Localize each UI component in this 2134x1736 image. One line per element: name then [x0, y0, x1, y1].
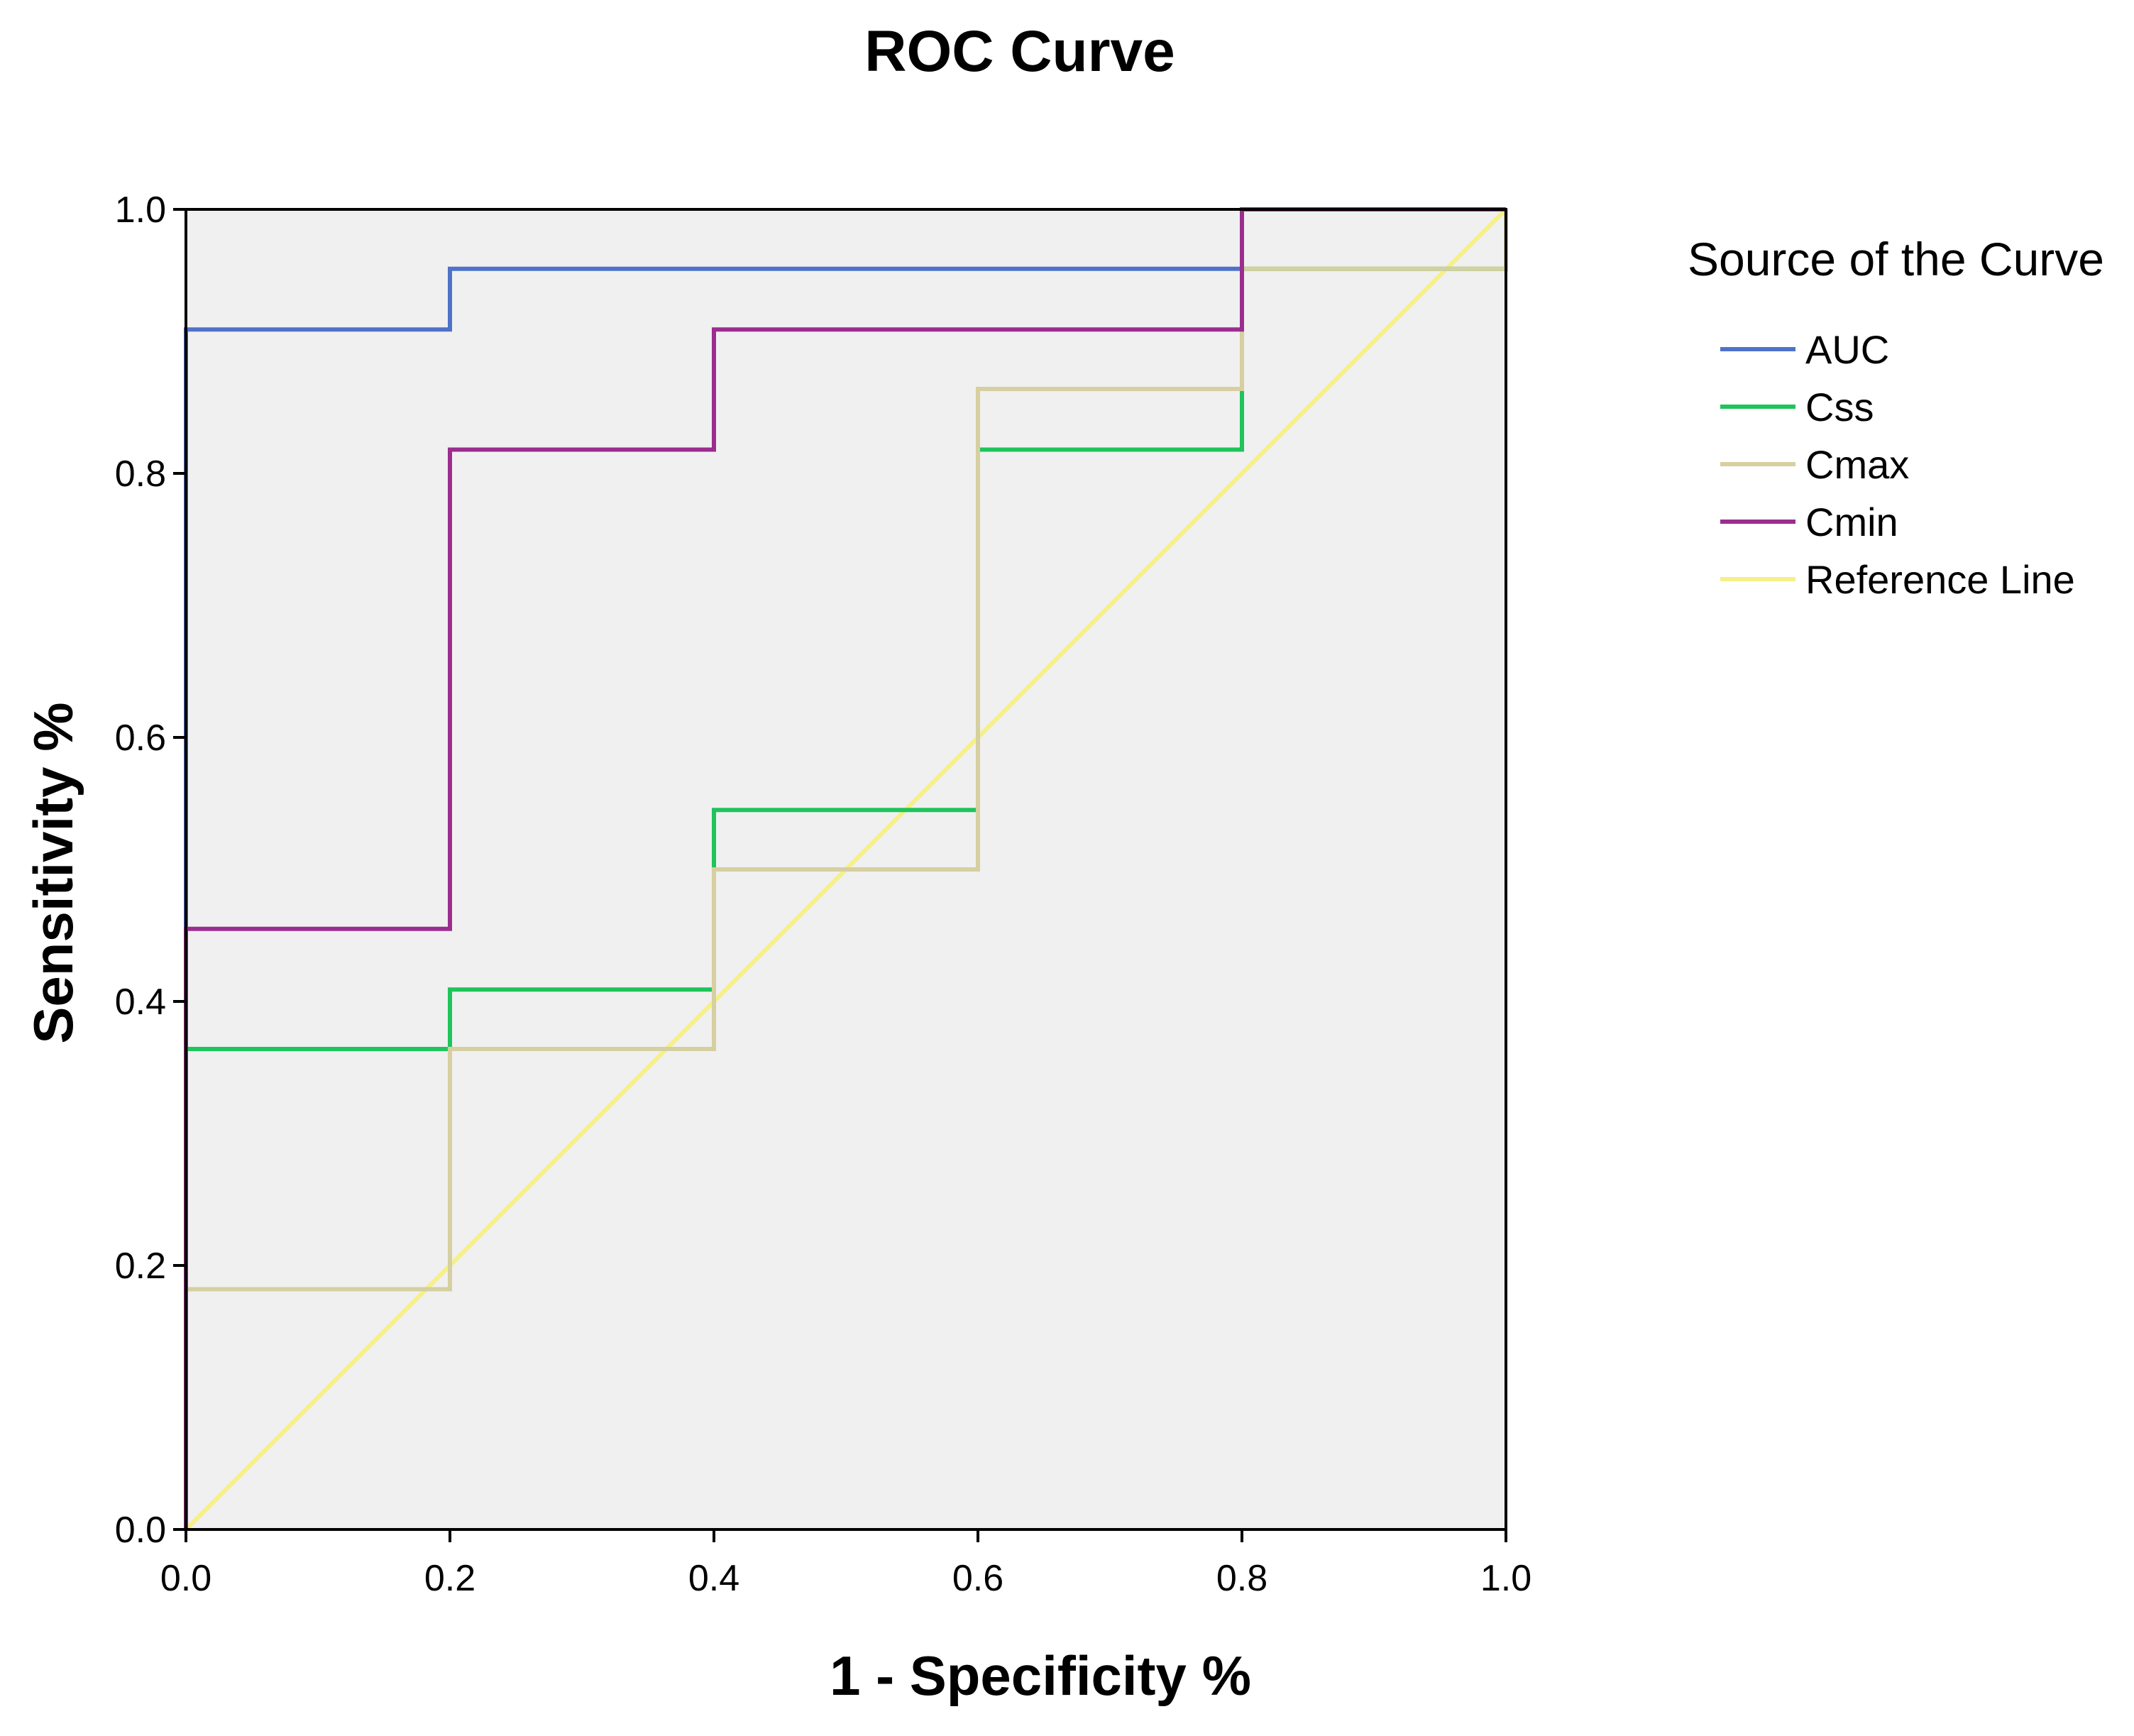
y-axis: 0.0 0.2 0.4 0.6 0.8 1.0	[115, 189, 186, 1551]
y-tick-label: 1.0	[115, 189, 166, 231]
y-tick-label: 0.6	[115, 718, 166, 759]
series-line-cmin	[184, 207, 1506, 1529]
y-tick-label: 0.2	[115, 1246, 166, 1287]
x-axis: 0.0 0.2 0.4 0.6 0.8 1.0	[160, 1529, 1531, 1599]
series-line-cmax	[184, 209, 1508, 1529]
legend-label-cmax: Cmax	[1805, 442, 1909, 487]
x-axis-label: 1 - Specificity %	[830, 1644, 1251, 1707]
x-tick-label: 0.4	[688, 1558, 739, 1599]
x-tick-label: 0.6	[952, 1558, 1003, 1599]
legend-label-cmin: Cmin	[1805, 500, 1898, 544]
plot-frame	[185, 208, 1507, 1531]
legend-label-css: Css	[1805, 385, 1874, 429]
legend-items: AUC Css Cmax Cmin Reference Line	[1720, 327, 2075, 602]
x-tick-label: 0.0	[160, 1558, 211, 1599]
legend: Source of the Curve AUC Css Cmax Cmin Refere…	[1688, 233, 2104, 602]
y-tick-label: 0.0	[115, 1510, 166, 1551]
x-tick-label: 1.0	[1480, 1558, 1531, 1599]
legend-label-auc: AUC	[1805, 327, 1889, 372]
chart-title: ROC Curve	[864, 19, 1175, 84]
x-tick-label: 0.2	[424, 1558, 475, 1599]
y-axis-label: Sensitivity %	[22, 702, 84, 1043]
y-tick-label: 0.8	[115, 454, 166, 495]
legend-label-reference-line: Reference Line	[1805, 557, 2075, 602]
y-tick-label: 0.4	[115, 982, 166, 1023]
legend-title: Source of the Curve	[1688, 233, 2104, 285]
x-tick-label: 0.8	[1216, 1558, 1267, 1599]
